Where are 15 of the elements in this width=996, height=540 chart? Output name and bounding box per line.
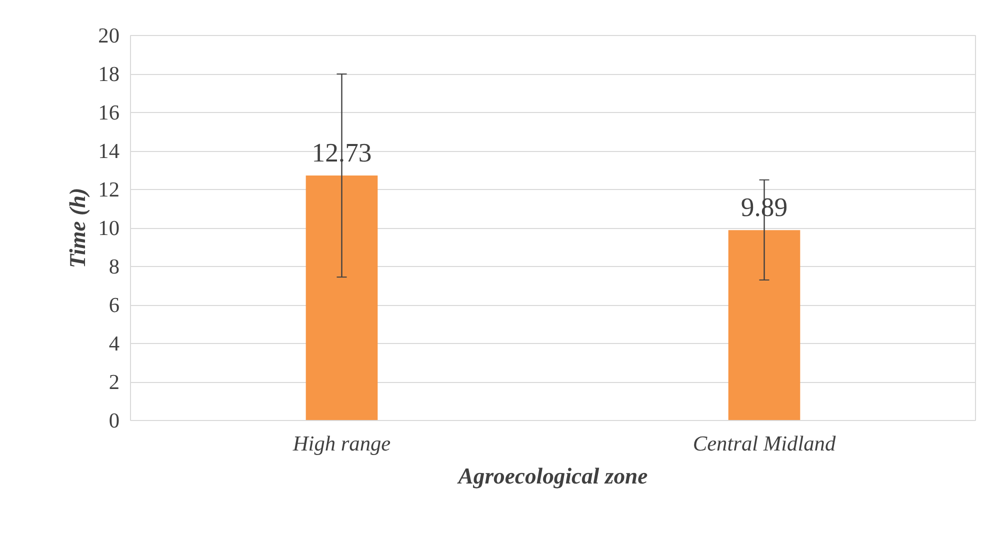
y-tick-label: 14 [98,139,120,163]
x-axis-title: Agroecological zone [456,464,648,488]
y-tick-label: 10 [98,216,120,240]
y-tick-label: 20 [98,24,120,48]
y-tick-label: 8 [108,254,120,278]
y-tick-label: 18 [98,62,120,86]
y-tick-label: 16 [98,100,120,124]
y-tick-label: 12 [98,178,120,202]
x-tick-label: High range [292,432,391,456]
y-tick-label: 4 [108,332,120,356]
y-tick-label: 2 [108,370,120,394]
x-tick-label: Central Midland [692,432,836,456]
y-tick-label: 0 [108,408,120,432]
y-axis-title: Time (h) [65,188,90,268]
y-tick-label: 6 [108,293,120,317]
